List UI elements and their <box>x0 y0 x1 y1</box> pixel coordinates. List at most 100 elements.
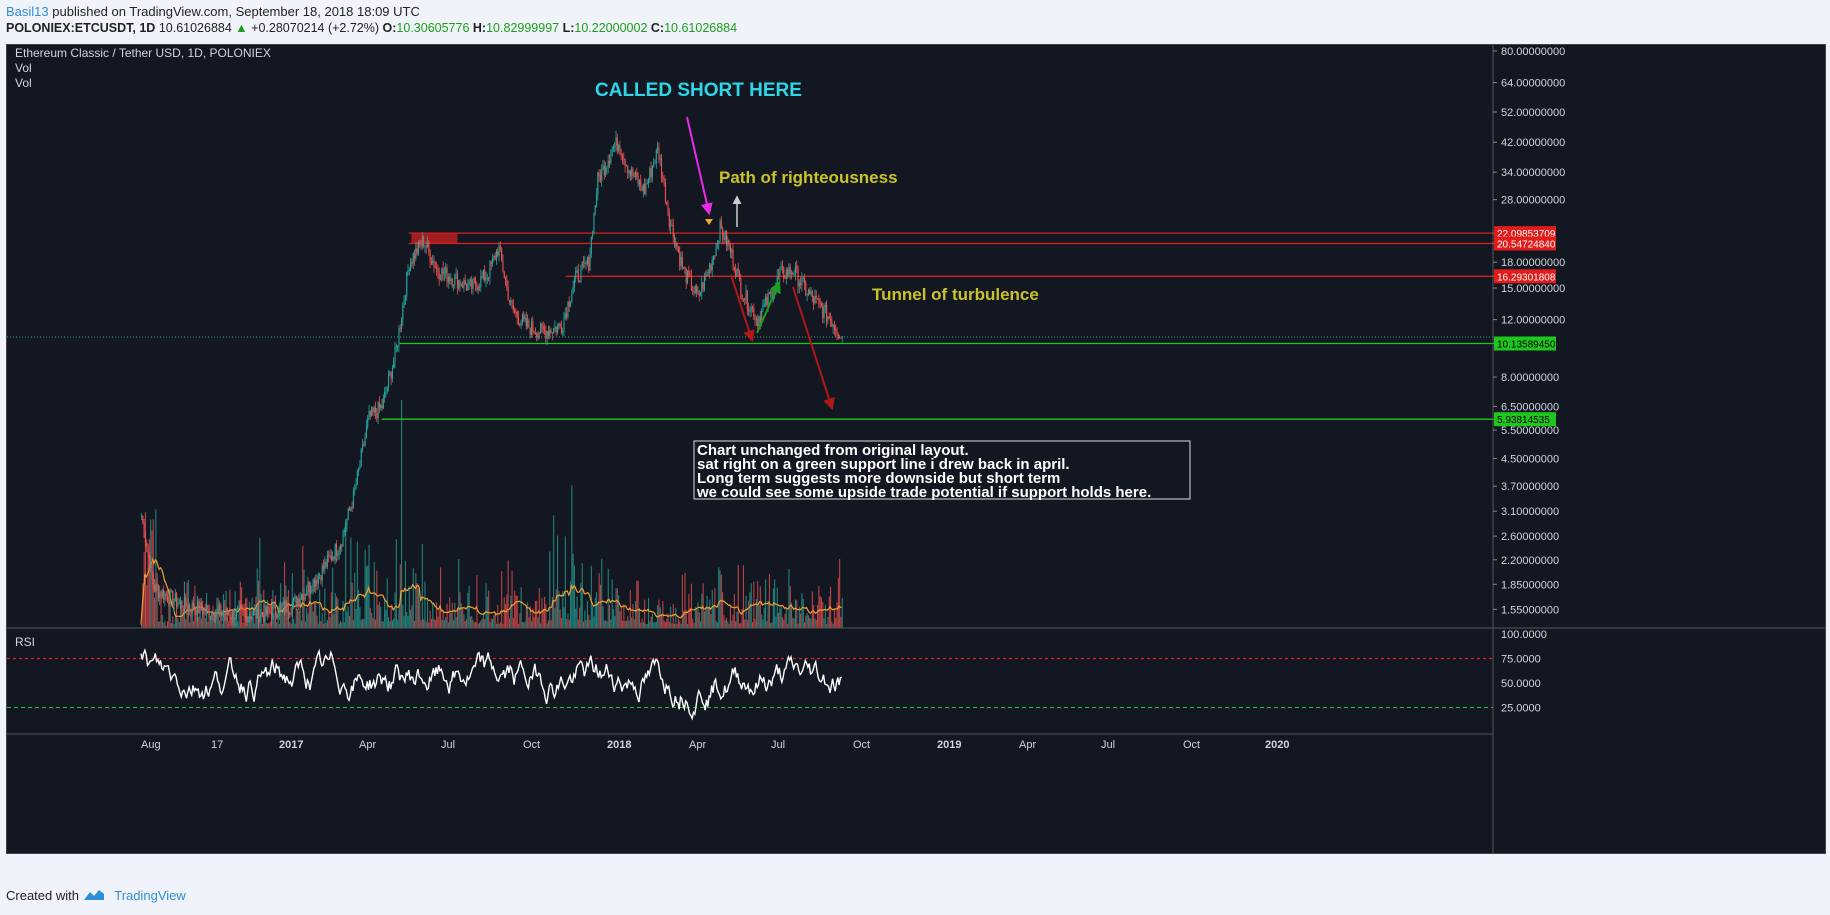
volume-bar <box>658 599 660 628</box>
volume-bar <box>836 602 838 628</box>
candle-body <box>401 319 403 329</box>
candle-body <box>233 609 235 621</box>
candle-body <box>298 598 300 606</box>
volume-bar <box>589 619 591 628</box>
candle-body <box>238 606 240 609</box>
candle-body <box>801 278 803 285</box>
candle-body <box>597 173 599 195</box>
candle-body <box>640 179 642 186</box>
candle-body <box>165 593 167 596</box>
candle-body <box>781 266 783 268</box>
candle-body <box>719 220 721 243</box>
volume-bar <box>177 618 179 628</box>
candle-body <box>611 149 613 157</box>
volume-bar <box>375 619 377 628</box>
volume-bar <box>770 623 772 628</box>
time-axis-label: Jul <box>441 739 455 751</box>
volume-bar <box>794 599 796 628</box>
volume-bar <box>815 620 817 628</box>
candle-body <box>550 329 552 333</box>
time-axis-label: Oct <box>853 739 870 751</box>
candle-body <box>170 590 172 592</box>
price-tick-label: 1.55000000 <box>1501 604 1559 616</box>
author-link[interactable]: Basil13 <box>6 4 49 19</box>
candle-body <box>663 179 665 182</box>
candle-body <box>164 593 166 600</box>
volume-bar <box>719 570 721 628</box>
volume-bar <box>551 597 553 628</box>
candle-body <box>468 280 470 285</box>
candle-body <box>350 507 352 511</box>
volume-bar <box>298 611 300 628</box>
candle-body <box>213 618 215 620</box>
volume-bar <box>339 620 341 628</box>
volume-bar <box>547 620 549 628</box>
volume-bar <box>159 621 161 628</box>
volume-bar <box>839 558 841 628</box>
chart-area[interactable]: 100.0000 75.0000 50.0000 25.0000 80.0000000… <box>6 44 1826 854</box>
candle-body <box>572 287 574 294</box>
volume-bar <box>373 562 375 628</box>
candle-body <box>761 310 763 323</box>
rsi-axis-label: 100.0000 <box>1501 629 1547 641</box>
candle-body <box>202 609 204 614</box>
candle-body <box>432 260 434 264</box>
tradingview-link[interactable]: TradingView <box>114 888 186 903</box>
candle-body <box>190 609 192 613</box>
volume-bar <box>376 570 378 628</box>
volume-bar <box>436 602 438 628</box>
volume-bar <box>534 600 536 628</box>
candle-body <box>143 522 145 538</box>
candle-body <box>228 614 230 616</box>
volume-bar <box>345 518 347 628</box>
volume-bar <box>752 622 754 628</box>
price-tick-label: 6.50000000 <box>1501 401 1559 413</box>
candle-body <box>395 346 397 348</box>
candle-body <box>651 166 653 178</box>
candle-body <box>592 234 594 237</box>
candle-body <box>615 137 617 146</box>
candle-body <box>315 579 317 587</box>
candle-body <box>667 204 669 215</box>
volume-bar <box>198 616 200 628</box>
price-tick-label: 34.00000000 <box>1501 167 1565 179</box>
candle-body <box>828 316 830 319</box>
volume-bar <box>160 596 162 628</box>
candle-body <box>664 181 666 202</box>
volume-bar <box>709 599 711 628</box>
volume-bar <box>299 592 301 628</box>
volume-bar <box>559 609 561 628</box>
volume-bar <box>165 625 167 628</box>
candle-body <box>397 346 399 347</box>
candle-body <box>653 163 655 167</box>
volume-bar <box>739 623 741 628</box>
volume-bar <box>355 608 357 628</box>
candle-body <box>681 257 683 268</box>
candle-body <box>620 153 622 156</box>
volume-bar <box>424 581 426 628</box>
volume-bar <box>326 619 328 628</box>
candle-body <box>497 251 499 256</box>
candle-body <box>527 320 529 327</box>
candle-body <box>671 225 673 226</box>
candle-body <box>599 176 601 181</box>
candle-body <box>516 312 518 318</box>
candle-body <box>467 284 469 291</box>
candle-body <box>654 163 656 164</box>
candle-body <box>338 549 340 554</box>
candle-body <box>437 268 439 274</box>
price-chart[interactable]: 100.0000 75.0000 50.0000 25.0000 80.0000000… <box>7 45 1825 853</box>
volume-bar <box>369 607 371 628</box>
candle-body <box>410 262 412 271</box>
candle-body <box>537 332 539 338</box>
candle-body <box>826 304 828 322</box>
time-axis-label: Apr <box>359 739 376 751</box>
candle-body <box>463 280 465 288</box>
candle-body <box>161 590 163 597</box>
volume-bar <box>479 622 481 628</box>
volume-bar <box>525 605 527 628</box>
candle-body <box>364 436 366 446</box>
candle-body <box>637 177 639 185</box>
candle-body <box>224 613 226 616</box>
price-tick-label: 52.00000000 <box>1501 107 1565 119</box>
